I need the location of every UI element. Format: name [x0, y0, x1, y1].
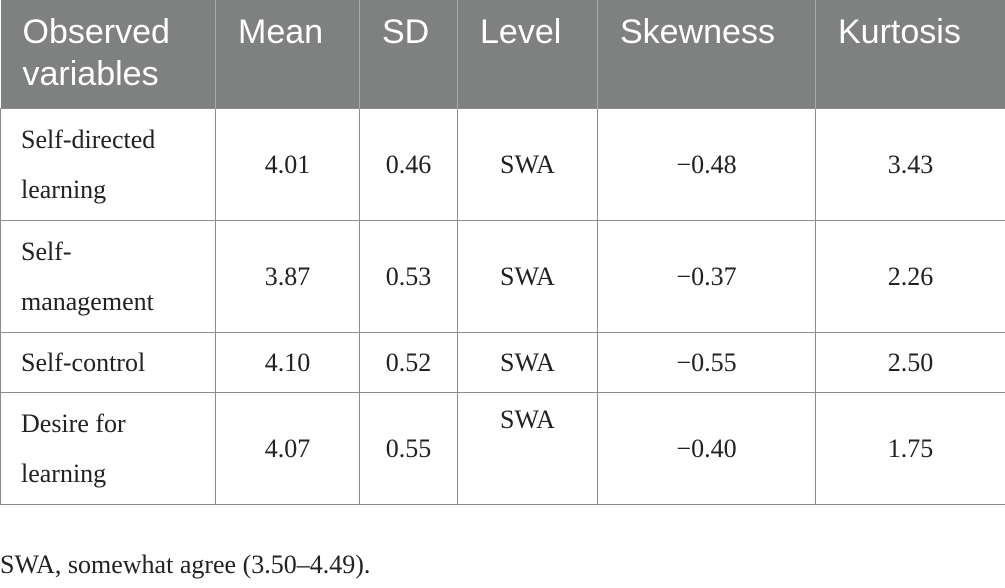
- header-mean: Mean: [215, 0, 360, 109]
- mean-cell: 4.07: [215, 392, 360, 505]
- table-row: Self-control 4.10 0.52 SWA −0.55 2.50: [0, 332, 1005, 393]
- table-header-row: Observed variables Mean SD Level Skewnes…: [0, 0, 1005, 109]
- skewness-cell: −0.40: [597, 392, 816, 505]
- level-cell: SWA: [457, 220, 598, 333]
- skewness-cell: −0.55: [597, 332, 816, 393]
- mean-cell: 4.01: [215, 108, 360, 221]
- variable-cell: Self-control: [0, 332, 216, 393]
- kurtosis-cell: 2.50: [815, 332, 1005, 393]
- variable-cell: Self-directed learning: [0, 108, 216, 221]
- kurtosis-cell: 3.43: [815, 108, 1005, 221]
- header-kurtosis: Kurtosis: [815, 0, 1005, 109]
- level-cell: SWA: [457, 332, 598, 393]
- variable-line: Self-: [21, 236, 72, 266]
- variable-line: Desire for: [21, 408, 126, 438]
- sd-cell: 0.46: [359, 108, 458, 221]
- skewness-cell: −0.37: [597, 220, 816, 333]
- descriptive-statistics-table: Observed variables Mean SD Level Skewnes…: [0, 0, 1005, 505]
- skewness-cell: −0.48: [597, 108, 816, 221]
- variable-cell: Desire for learning: [0, 392, 216, 505]
- table-footnote: SWA, somewhat agree (3.50–4.49).: [0, 550, 371, 579]
- variable-cell: Self-management: [0, 220, 216, 333]
- level-cell: SWA: [457, 108, 598, 221]
- header-observed-variables: Observed variables: [0, 0, 216, 109]
- sd-cell: 0.52: [359, 332, 458, 393]
- variable-line: Self-directed: [21, 124, 156, 154]
- table-row: Desire for learning 4.07 0.55 SWA −0.40 1…: [0, 392, 1005, 505]
- mean-cell: 4.10: [215, 332, 360, 393]
- kurtosis-cell: 1.75: [815, 392, 1005, 505]
- variable-line: learning: [21, 174, 107, 204]
- sd-cell: 0.53: [359, 220, 458, 333]
- table-row: Self-management 3.87 0.53 SWA −0.37 2.26: [0, 220, 1005, 333]
- variable-line: management: [21, 286, 154, 316]
- level-cell: SWA: [457, 392, 598, 505]
- mean-cell: 3.87: [215, 220, 360, 333]
- header-level: Level: [457, 0, 598, 109]
- variable-line: learning: [21, 458, 107, 488]
- sd-cell: 0.55: [359, 392, 458, 505]
- table-row: Self-directed learning 4.01 0.46 SWA −0.4…: [0, 108, 1005, 221]
- header-sd: SD: [359, 0, 458, 109]
- header-skewness: Skewness: [597, 0, 816, 109]
- kurtosis-cell: 2.26: [815, 220, 1005, 333]
- variable-line: Self-control: [21, 347, 146, 377]
